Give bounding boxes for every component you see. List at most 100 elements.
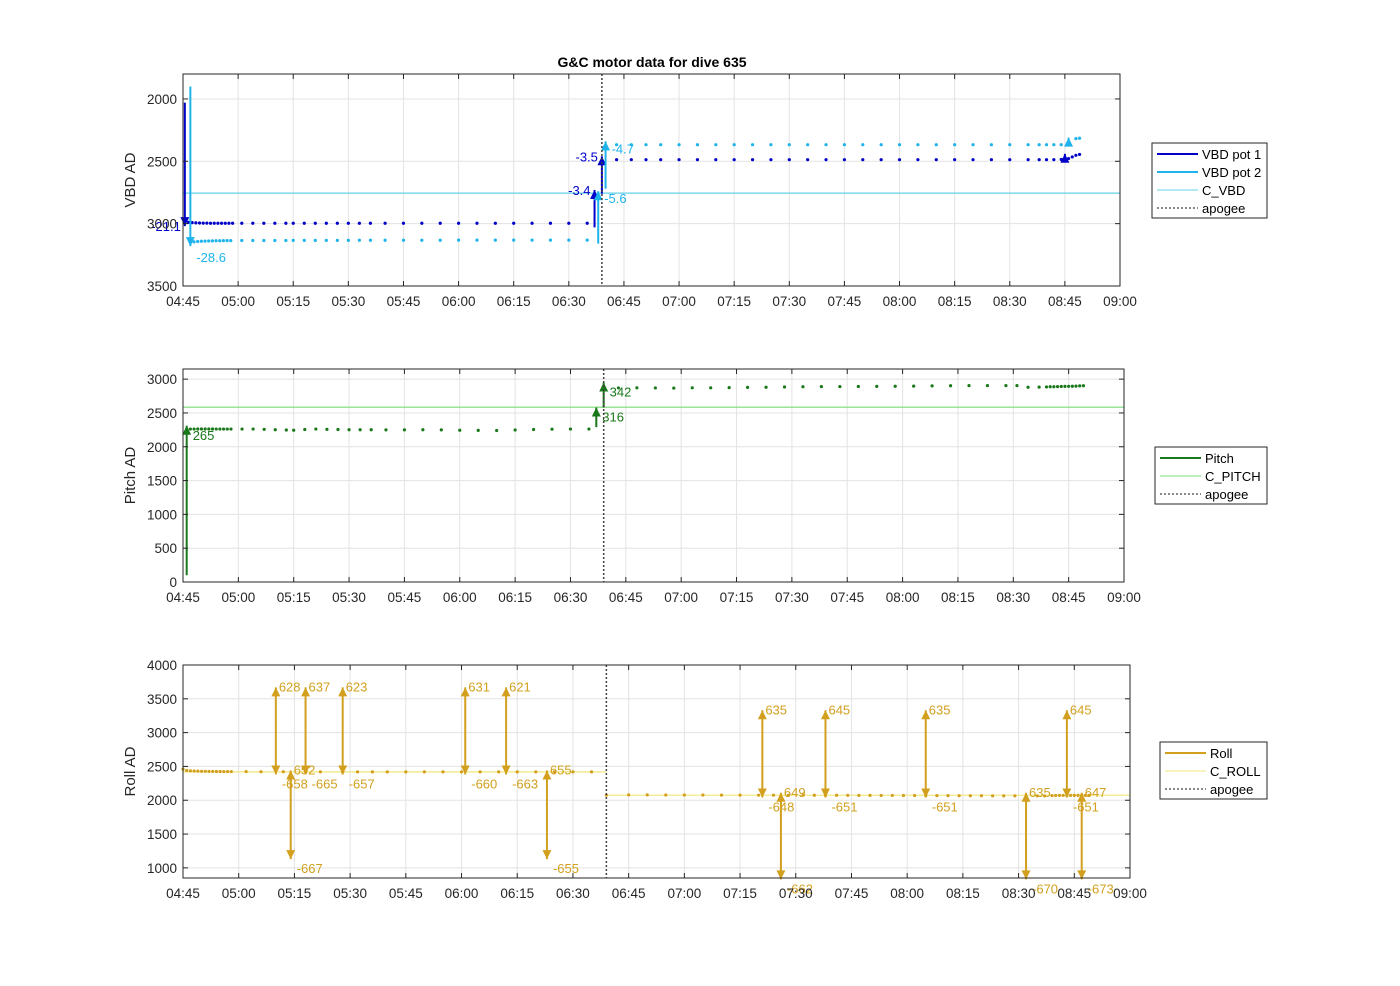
- figure-title: G&C motor data for dive 635: [557, 54, 746, 70]
- data-point: [1002, 794, 1006, 798]
- x-tick-label: 08:15: [946, 886, 980, 901]
- event-arrowhead: [601, 141, 611, 151]
- y-tick-label: 2500: [147, 406, 177, 421]
- data-point: [879, 143, 883, 147]
- x-tick-label: 06:30: [554, 590, 588, 605]
- event-label: -3.5: [575, 149, 597, 164]
- data-point: [214, 239, 218, 243]
- roll-event-arrow: 635 -670: [1021, 785, 1058, 896]
- event-arrowhead: [1077, 870, 1087, 880]
- x-tick-label: 08:30: [996, 590, 1030, 605]
- roll-event-arrow: 649 -662: [776, 785, 813, 896]
- event-label: -658: [282, 777, 308, 792]
- data-point: [251, 221, 255, 225]
- data-point: [1074, 136, 1078, 141]
- roll-y-axis-label: Roll AD: [122, 746, 139, 796]
- event-arrowhead: [301, 765, 311, 775]
- x-tick-label: 06:30: [556, 886, 590, 901]
- data-point: [346, 221, 350, 225]
- data-point: [357, 221, 361, 225]
- data-point: [401, 238, 406, 242]
- data-point: [1072, 793, 1076, 797]
- event-label-end: 637: [309, 679, 331, 694]
- data-point: [548, 221, 553, 225]
- data-point: [948, 384, 953, 388]
- data-point: [229, 427, 233, 431]
- legend-entry: Roll: [1210, 746, 1233, 761]
- x-tick-label: 06:45: [612, 886, 646, 901]
- x-tick-label: 07:30: [779, 886, 813, 901]
- data-point: [1026, 158, 1030, 162]
- event-label-end: 647: [1085, 785, 1107, 800]
- data-point: [604, 793, 608, 797]
- data-point: [1052, 158, 1056, 162]
- data-point: [806, 143, 810, 147]
- data-point: [875, 384, 879, 388]
- data-point: [879, 793, 883, 798]
- event-label-end: 635: [765, 702, 787, 717]
- vbd-event-arrow: [1060, 153, 1070, 163]
- data-point: [495, 428, 499, 433]
- data-point: [438, 221, 442, 225]
- data-point: [222, 769, 226, 774]
- data-point: [201, 221, 205, 225]
- event-arrowhead: [593, 191, 603, 201]
- legend-entry: apogee: [1205, 487, 1248, 502]
- data-point: [273, 238, 277, 243]
- data-point: [262, 221, 266, 225]
- data-point: [368, 221, 372, 225]
- data-point: [1050, 794, 1054, 798]
- event-label: -667: [297, 861, 323, 876]
- data-point: [672, 386, 676, 390]
- legend-entry: apogee: [1210, 782, 1253, 797]
- data-point: [203, 427, 207, 431]
- data-point: [325, 427, 329, 431]
- data-point: [199, 769, 204, 773]
- event-arrowhead: [921, 788, 931, 798]
- data-point: [806, 158, 810, 162]
- data-point: [240, 427, 244, 431]
- roll-event-arrow: 631 -660: [460, 679, 497, 792]
- data-point: [240, 238, 244, 243]
- data-point: [990, 794, 995, 798]
- data-point: [897, 143, 902, 147]
- legend-entry: C_VBD: [1202, 183, 1245, 198]
- legend-entry: Pitch: [1205, 451, 1234, 466]
- data-point: [1059, 143, 1063, 147]
- data-point: [1059, 384, 1063, 389]
- y-tick-label: 1000: [147, 507, 177, 522]
- data-point: [227, 221, 231, 225]
- data-point: [273, 221, 277, 225]
- data-point: [313, 221, 317, 225]
- data-point: [346, 238, 350, 242]
- data-point: [281, 770, 285, 774]
- legend-entry: C_PITCH: [1205, 469, 1261, 484]
- event-arrowhead: [820, 788, 830, 798]
- x-tick-label: 05:15: [276, 294, 310, 309]
- data-point: [199, 427, 204, 431]
- data-point: [493, 238, 497, 242]
- data-point: [653, 386, 657, 390]
- event-arrowhead: [301, 687, 311, 697]
- event-label-end: 623: [346, 679, 368, 694]
- event-label-end: 655: [550, 762, 572, 777]
- vbd-event-arrow: -5.6: [593, 191, 627, 244]
- event-label: -660: [471, 777, 497, 792]
- data-point: [284, 428, 288, 432]
- data-point: [946, 794, 950, 798]
- data-point: [1081, 384, 1086, 388]
- x-tick-label: 07:45: [830, 590, 864, 605]
- data-point: [1083, 793, 1088, 797]
- data-point: [971, 158, 975, 162]
- data-point: [897, 158, 902, 162]
- data-point: [240, 221, 244, 225]
- x-tick-label: 06:00: [443, 590, 477, 605]
- data-point: [493, 221, 497, 225]
- event-label: -670: [1032, 881, 1058, 896]
- data-point: [214, 427, 218, 431]
- data-point: [930, 384, 934, 388]
- x-tick-label: 06:15: [500, 886, 534, 901]
- data-point: [314, 427, 318, 431]
- event-arrowhead: [271, 765, 281, 775]
- data-point: [284, 221, 288, 225]
